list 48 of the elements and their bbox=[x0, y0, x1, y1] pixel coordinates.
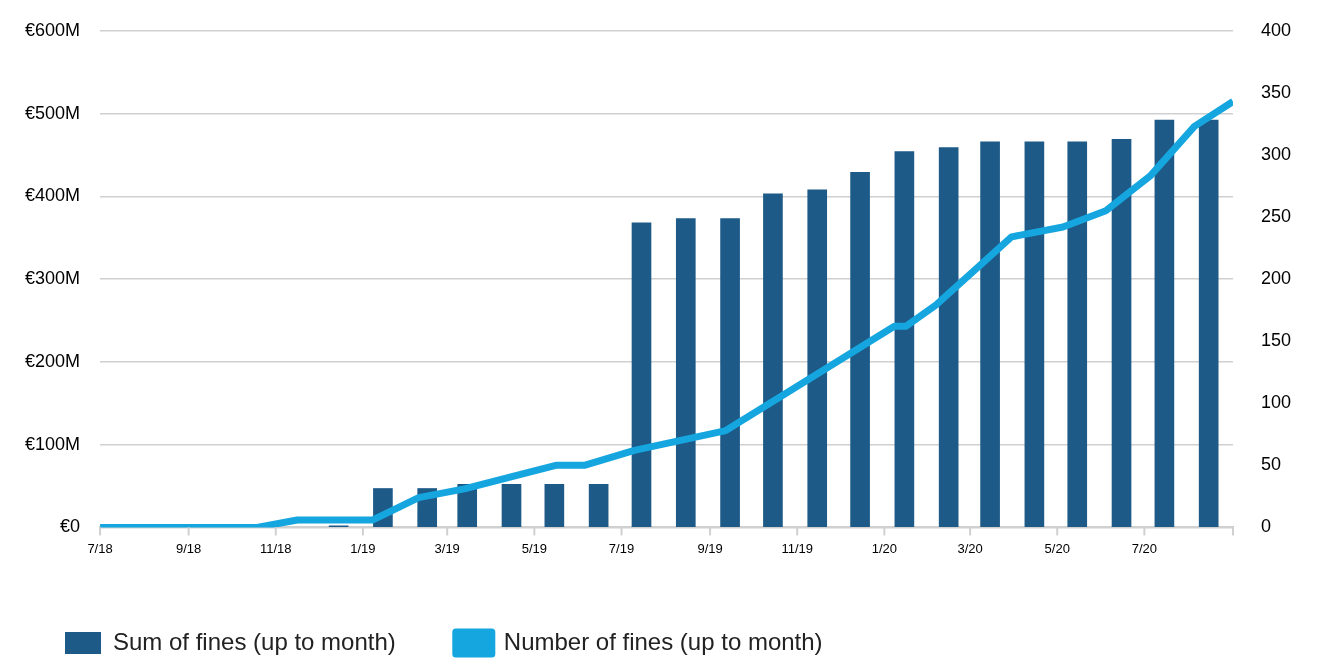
y2-tick-label: 0 bbox=[1260, 516, 1271, 537]
bar bbox=[588, 484, 609, 527]
bar bbox=[501, 484, 522, 527]
bar bbox=[763, 193, 783, 527]
y-tick-label: €600M bbox=[24, 19, 81, 40]
bar bbox=[1198, 119, 1219, 527]
y2-tick-label: 250 bbox=[1260, 205, 1292, 226]
x-tick-label: 9/19 bbox=[697, 540, 723, 556]
x-tick-label: 11/19 bbox=[781, 540, 814, 556]
x-tick-label: 7/18 bbox=[87, 540, 113, 556]
bar bbox=[675, 218, 696, 527]
bar bbox=[1024, 141, 1045, 527]
x-tick-label: 11/18 bbox=[259, 540, 292, 556]
bar bbox=[1111, 138, 1132, 527]
x-tick-label: 5/20 bbox=[1044, 540, 1070, 556]
bar bbox=[1067, 141, 1088, 527]
bar bbox=[850, 172, 870, 527]
y2-tick-label: 350 bbox=[1260, 81, 1292, 102]
y-tick-label: €100M bbox=[24, 433, 81, 454]
x-tick-label: 7/20 bbox=[1131, 540, 1158, 556]
y-tick-label: €300M bbox=[24, 268, 81, 289]
bar bbox=[938, 147, 959, 527]
bar bbox=[894, 151, 915, 527]
x-tick-label: 7/19 bbox=[608, 540, 635, 556]
legend-label: Number of fines (up to month) bbox=[503, 627, 823, 655]
bar bbox=[720, 218, 740, 527]
y2-tick-label: 150 bbox=[1260, 330, 1292, 351]
bar bbox=[807, 189, 828, 527]
legend-label: Sum of fines (up to month) bbox=[113, 627, 396, 655]
y2-tick-label: 50 bbox=[1260, 454, 1281, 475]
bar bbox=[631, 222, 652, 527]
y2-tick-label: 300 bbox=[1260, 143, 1292, 164]
bar bbox=[544, 484, 565, 527]
x-tick-label: 1/20 bbox=[871, 540, 898, 556]
x-tick-label: 1/19 bbox=[350, 540, 376, 556]
y2-tick-label: 400 bbox=[1260, 19, 1292, 40]
x-tick-label: 3/19 bbox=[434, 540, 460, 556]
y-tick-label: €0 bbox=[60, 516, 81, 537]
x-tick-label: 9/18 bbox=[175, 540, 202, 556]
y-tick-label: €200M bbox=[24, 350, 81, 371]
bar bbox=[980, 141, 1000, 527]
y-tick-label: €400M bbox=[24, 185, 81, 206]
x-tick-label: 5/19 bbox=[521, 540, 548, 556]
y2-tick-label: 100 bbox=[1260, 392, 1292, 413]
bar bbox=[1154, 119, 1175, 527]
y2-tick-label: 200 bbox=[1260, 268, 1292, 289]
x-tick-label: 3/20 bbox=[957, 540, 983, 556]
y-tick-label: €500M bbox=[24, 102, 81, 123]
